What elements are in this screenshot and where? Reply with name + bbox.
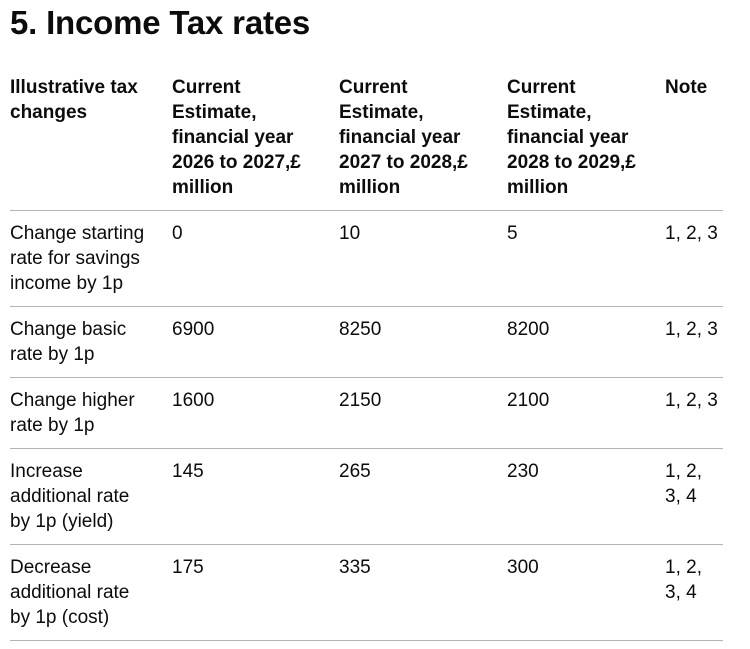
- table-header-row: Illustrative tax changes Current Estimat…: [10, 65, 723, 211]
- value-fy-2026-2027: 0: [172, 210, 339, 307]
- row-note: 1, 2, 3: [665, 377, 723, 449]
- value-fy-2028-2029: 300: [507, 544, 665, 641]
- row-label: Change higher rate by 1p: [10, 377, 172, 449]
- value-fy-2027-2028: 2150: [339, 377, 507, 449]
- row-label: Increase additional rate by 1p (yield): [10, 448, 172, 545]
- col-header-estimate-fy-2027-2028: Current Estimate, financial year 2027 to…: [339, 65, 507, 211]
- table-row: Change basic rate by 1p 6900 8250 8200 1…: [10, 306, 723, 378]
- col-header-note: Note: [665, 65, 723, 211]
- row-note: 1, 2, 3, 4: [665, 448, 723, 545]
- table-row: Change starting rate for savings income …: [10, 210, 723, 307]
- value-fy-2028-2029: 8200: [507, 306, 665, 378]
- income-tax-section: 5. Income Tax rates Illustrative tax cha…: [10, 4, 723, 641]
- value-fy-2027-2028: 8250: [339, 306, 507, 378]
- row-label: Decrease additional rate by 1p (cost): [10, 544, 172, 641]
- col-header-estimate-fy-2026-2027: Current Estimate, financial year 2026 to…: [172, 65, 339, 211]
- income-tax-table: Illustrative tax changes Current Estimat…: [10, 65, 723, 641]
- value-fy-2026-2027: 1600: [172, 377, 339, 449]
- value-fy-2028-2029: 230: [507, 448, 665, 545]
- row-note: 1, 2, 3, 4: [665, 544, 723, 641]
- row-note: 1, 2, 3: [665, 210, 723, 307]
- table-body: Change starting rate for savings income …: [10, 210, 723, 641]
- row-note: 1, 2, 3: [665, 306, 723, 378]
- table-row: Decrease additional rate by 1p (cost) 17…: [10, 544, 723, 641]
- value-fy-2028-2029: 2100: [507, 377, 665, 449]
- col-header-estimate-fy-2028-2029: Current Estimate, financial year 2028 to…: [507, 65, 665, 211]
- row-label: Change starting rate for savings income …: [10, 210, 172, 307]
- value-fy-2026-2027: 6900: [172, 306, 339, 378]
- table-row: Change higher rate by 1p 1600 2150 2100 …: [10, 377, 723, 449]
- value-fy-2026-2027: 145: [172, 448, 339, 545]
- value-fy-2028-2029: 5: [507, 210, 665, 307]
- section-heading: 5. Income Tax rates: [10, 4, 311, 41]
- value-fy-2027-2028: 265: [339, 448, 507, 545]
- value-fy-2027-2028: 10: [339, 210, 507, 307]
- col-header-illustrative-tax-changes: Illustrative tax changes: [10, 65, 172, 211]
- value-fy-2026-2027: 175: [172, 544, 339, 641]
- table-row: Increase additional rate by 1p (yield) 1…: [10, 448, 723, 545]
- value-fy-2027-2028: 335: [339, 544, 507, 641]
- row-label: Change basic rate by 1p: [10, 306, 172, 378]
